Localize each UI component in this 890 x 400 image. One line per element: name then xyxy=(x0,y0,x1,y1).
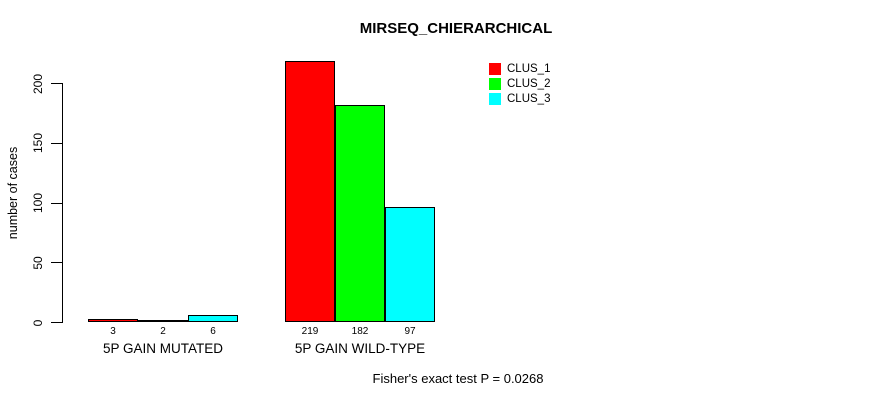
bar-value-label: 182 xyxy=(351,326,369,337)
y-tick-mark xyxy=(51,322,62,323)
bar-value-label: 6 xyxy=(210,326,216,337)
legend-swatch xyxy=(489,92,501,105)
bar-value-label: 97 xyxy=(404,326,416,337)
y-tick-label: 100 xyxy=(31,192,45,214)
y-tick-label: 0 xyxy=(31,319,45,326)
y-axis-line xyxy=(62,83,63,323)
bar-value-label: 3 xyxy=(110,326,116,337)
group-label: 5P GAIN WILD-TYPE xyxy=(294,341,426,356)
bar-value-label: 2 xyxy=(160,326,166,337)
bar-clus_1-1 xyxy=(88,318,138,323)
legend-swatch xyxy=(489,77,501,90)
y-tick-mark xyxy=(51,262,62,264)
bar-value-label: 219 xyxy=(301,326,319,337)
y-tick-mark xyxy=(51,83,62,84)
y-tick-label: 200 xyxy=(31,73,45,94)
bar-clus_2-1 xyxy=(138,320,188,323)
chart-title: MIRSEQ_CHIERARCHICAL xyxy=(359,20,553,37)
annotation: Fisher's exact test P = 0.0268 xyxy=(372,371,544,386)
y-tick-mark xyxy=(51,142,62,144)
bar-clus_3-1 xyxy=(188,315,238,323)
y-tick-label: 150 xyxy=(31,133,45,154)
group-label: 5P GAIN MUTATED xyxy=(102,341,224,356)
legend-label: CLUS_3 xyxy=(507,92,551,105)
y-axis-title: number of cases xyxy=(6,146,20,240)
legend-item-clus_3: CLUS_3 xyxy=(489,91,550,106)
legend-label: CLUS_1 xyxy=(507,62,551,75)
bar-clus_1-2 xyxy=(285,60,335,323)
bar-clus_3-2 xyxy=(385,206,435,323)
legend-swatch xyxy=(489,62,501,75)
bar-clus_2-2 xyxy=(335,105,385,323)
legend: CLUS_1 CLUS_2 CLUS_3 xyxy=(489,61,550,106)
y-tick-label: 50 xyxy=(31,256,45,270)
legend-item-clus_1: CLUS_1 xyxy=(489,61,550,76)
legend-item-clus_2: CLUS_2 xyxy=(489,76,550,91)
y-tick-mark xyxy=(51,202,62,204)
legend-label: CLUS_2 xyxy=(507,77,551,90)
